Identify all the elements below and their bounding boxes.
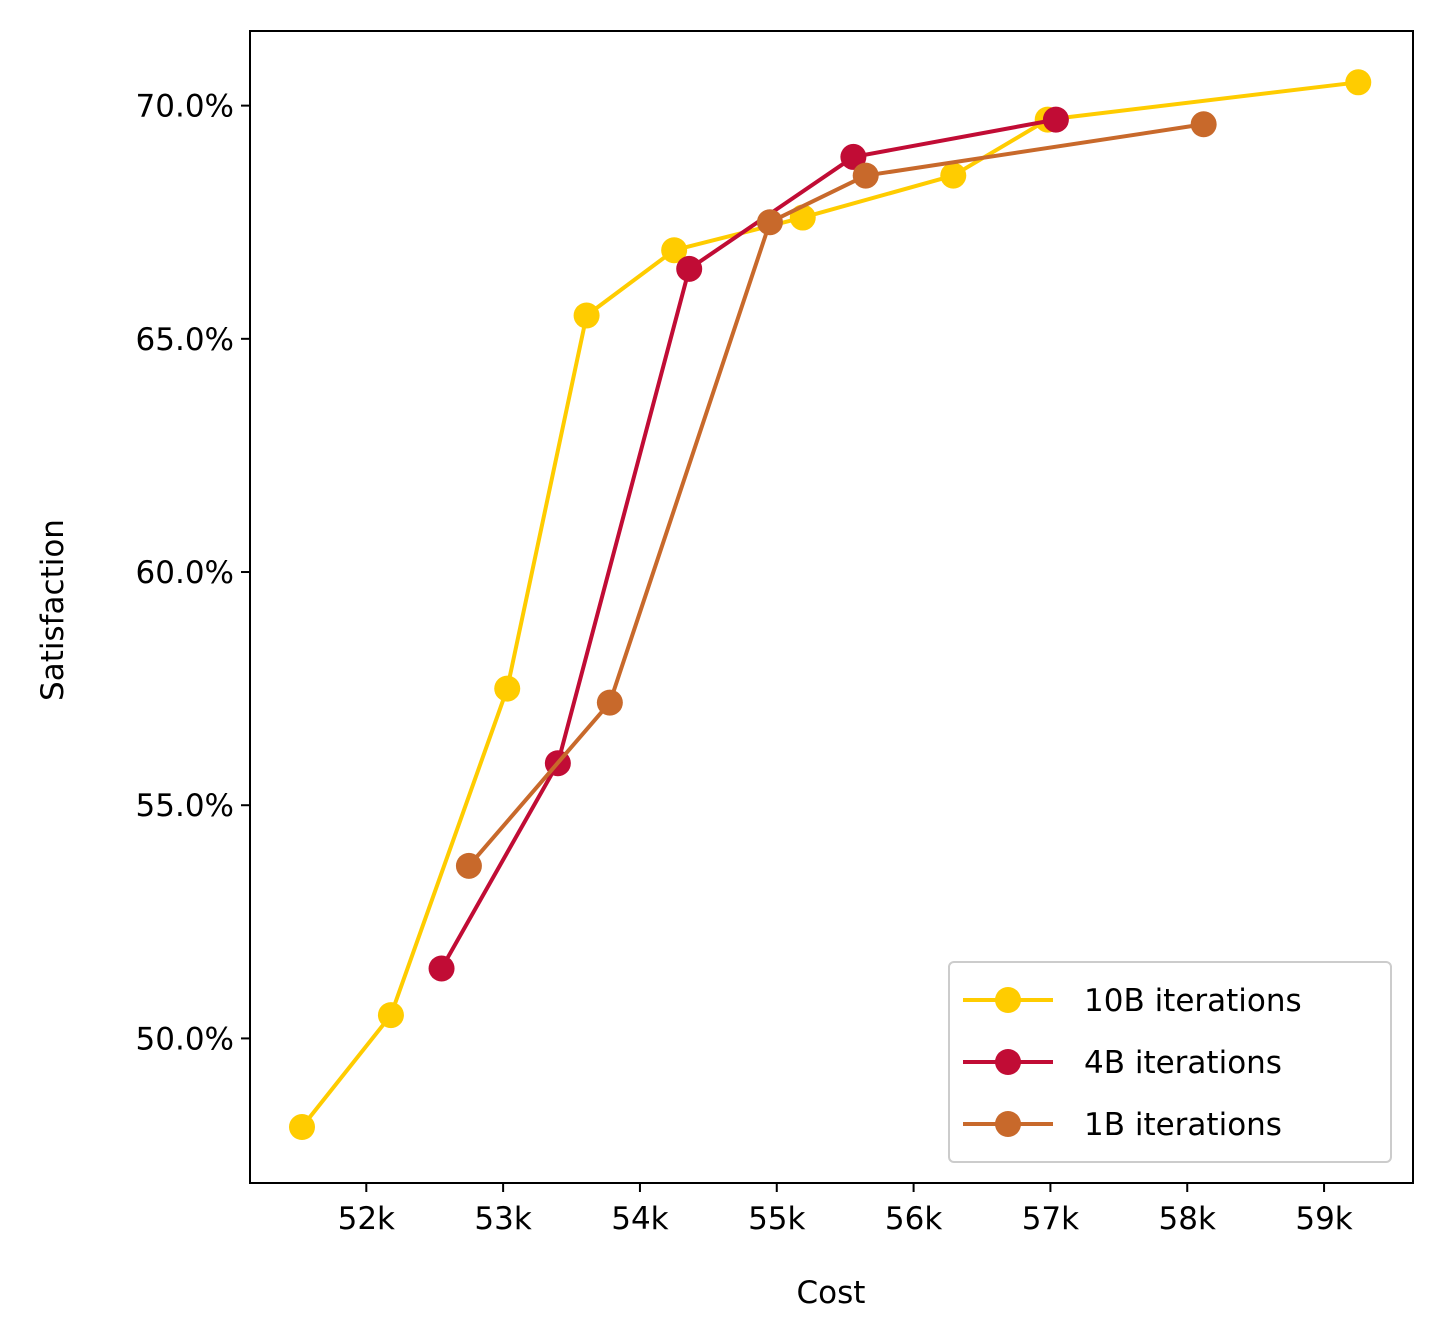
plot-frame [249,30,1414,1184]
x-tick-label: 58k [1159,1201,1216,1237]
legend-swatch-marker [995,1049,1021,1075]
data-point [288,1114,315,1141]
data-point [573,302,600,329]
data-point [455,852,482,879]
y-axis-label: Satisfaction [35,519,71,701]
data-point [1042,106,1069,133]
legend-frame [948,961,1392,1163]
x-tick-label: 53k [474,1201,531,1237]
x-tick-label: 54k [611,1201,668,1237]
data-point [840,143,867,170]
data-point [377,1002,404,1029]
legend-label: 1B iterations [1084,1107,1282,1143]
plot-marks [288,69,1372,1141]
legend-swatch-marker [995,1111,1021,1137]
data-point [1190,111,1217,138]
data-point [596,689,623,716]
x-axis-label: Cost [797,1275,866,1311]
x-tick-label: 52k [338,1201,395,1237]
data-point [661,237,688,264]
legend: 10B iterations 4B iterations 1B iterations [948,961,1392,1163]
x-tick-label: 55k [748,1201,805,1237]
data-point [756,209,783,236]
data-point [940,162,967,189]
x-tick-label: 56k [885,1201,942,1237]
legend-label: 4B iterations [1084,1045,1282,1081]
y-axis: 50.0% 55.0% 60.0% 65.0% 70.0% [136,89,250,1057]
x-tick-label: 57k [1022,1201,1079,1237]
data-point [494,675,521,702]
legend-label: 10B iterations [1084,983,1302,1019]
y-tick-label: 70.0% [136,89,234,125]
y-tick-label: 50.0% [136,1021,234,1057]
x-axis: 52k 53k 54k 55k 56k 57k 58k 59k [338,1183,1353,1237]
data-point [852,162,879,189]
legend-swatch-marker [995,987,1021,1013]
y-tick-label: 65.0% [136,322,234,358]
y-tick-label: 60.0% [136,555,234,591]
data-point [428,955,455,982]
y-tick-label: 55.0% [136,788,234,824]
data-point [676,255,703,282]
x-tick-label: 59k [1295,1201,1352,1237]
data-point [1345,69,1372,96]
